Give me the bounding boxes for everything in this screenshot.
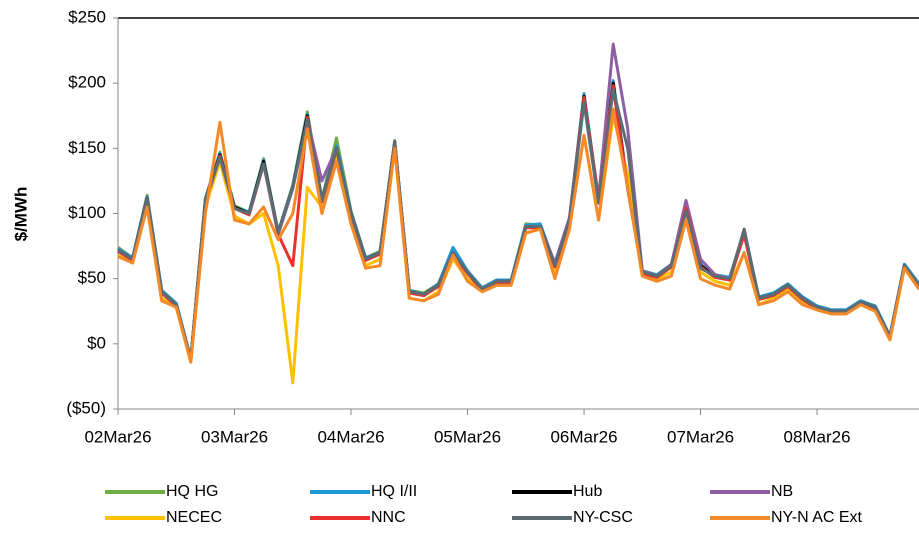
y-tick-label: $100	[68, 203, 106, 222]
series-line	[117, 84, 919, 363]
y-tick-label: $200	[68, 73, 106, 92]
legend-label: NECEC	[166, 509, 222, 526]
x-tick-label: 06Mar26	[550, 427, 617, 446]
series-line	[117, 107, 919, 364]
x-tick-label: 04Mar26	[317, 427, 384, 446]
y-tick-label: $0	[87, 333, 106, 352]
x-tick-label: 05Mar26	[434, 427, 501, 446]
legend-label: NY-CSC	[573, 509, 633, 526]
x-tick-label: 07Mar26	[667, 427, 734, 446]
y-tick-label: $150	[68, 138, 106, 157]
legend-label: HQ I/II	[371, 483, 417, 500]
series-line	[117, 42, 919, 361]
y-axis-label: $/MWh	[11, 187, 30, 242]
legend-label: HQ HG	[166, 483, 218, 500]
y-tick-label: ($50)	[66, 398, 106, 417]
legend-label: NNC	[371, 509, 406, 526]
x-tick-label: 03Mar26	[201, 427, 268, 446]
x-tick-label: 08Mar26	[783, 427, 850, 446]
x-tick-label: 02Mar26	[84, 427, 151, 446]
y-tick-label: $50	[78, 268, 106, 287]
series-line	[117, 88, 919, 361]
legend-label: Hub	[573, 483, 602, 500]
y-tick-label: $250	[68, 7, 106, 26]
legend-label: NY-N AC Ext	[771, 509, 863, 526]
legend: HQ HG HQ I/II Hub NB NECEC NNC NY-CSC NY-N AC E…	[105, 483, 863, 526]
legend-label: NB	[771, 483, 793, 500]
